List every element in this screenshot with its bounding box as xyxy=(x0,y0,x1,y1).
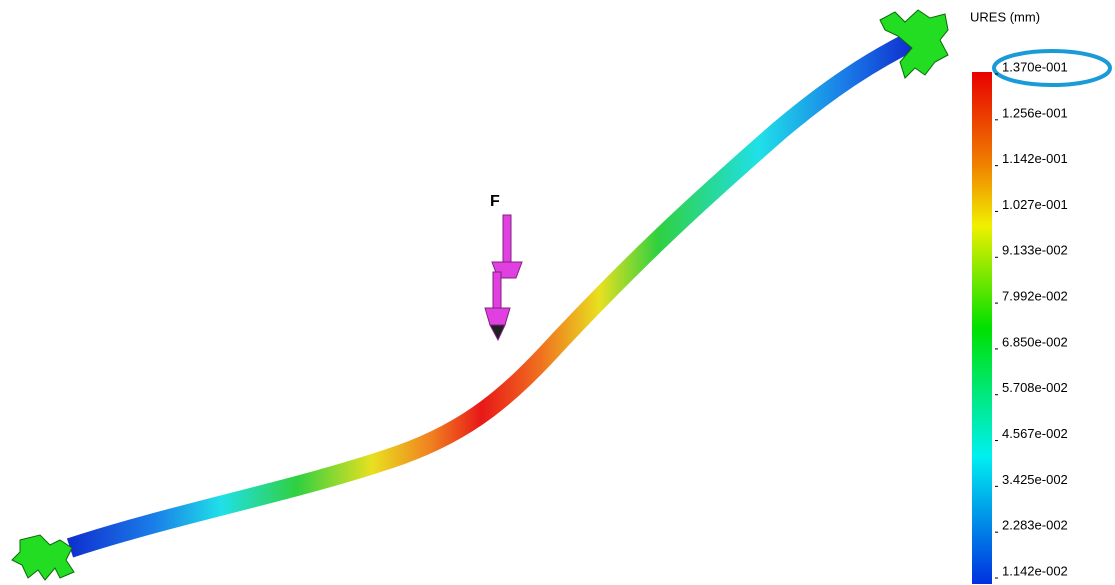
legend-label: 1.370e-001 xyxy=(1002,59,1068,74)
legend-label: 5.708e-002 xyxy=(1002,380,1068,395)
legend-label: 7.992e-002 xyxy=(1002,289,1068,304)
legend-label: 2.283e-002 xyxy=(1002,518,1068,533)
legend-label: 1.027e-001 xyxy=(1002,197,1068,212)
beam xyxy=(70,42,910,548)
force-arrows xyxy=(485,215,522,340)
load-label: F xyxy=(490,193,500,210)
legend-label: 3.425e-002 xyxy=(1002,472,1068,487)
color-bar xyxy=(972,72,992,584)
legend-label: 6.850e-002 xyxy=(1002,334,1068,349)
legend-label: 4.567e-002 xyxy=(1002,426,1068,441)
legend-label: 1.256e-001 xyxy=(1002,105,1068,120)
legend-label: 9.133e-002 xyxy=(1002,243,1068,258)
viewport: F URES (mm) 1.370e-001 1.256e-001 1.142e-0… xyxy=(0,0,1115,585)
legend-label: 1.142e-002 xyxy=(1002,563,1068,578)
legend-labels: 1.370e-001 1.256e-001 1.142e-001 1.027e-001… xyxy=(995,59,1068,578)
legend-label: 1.142e-001 xyxy=(1002,151,1068,166)
legend-title: URES (mm) xyxy=(970,9,1040,24)
fixture-bottom xyxy=(12,535,74,580)
